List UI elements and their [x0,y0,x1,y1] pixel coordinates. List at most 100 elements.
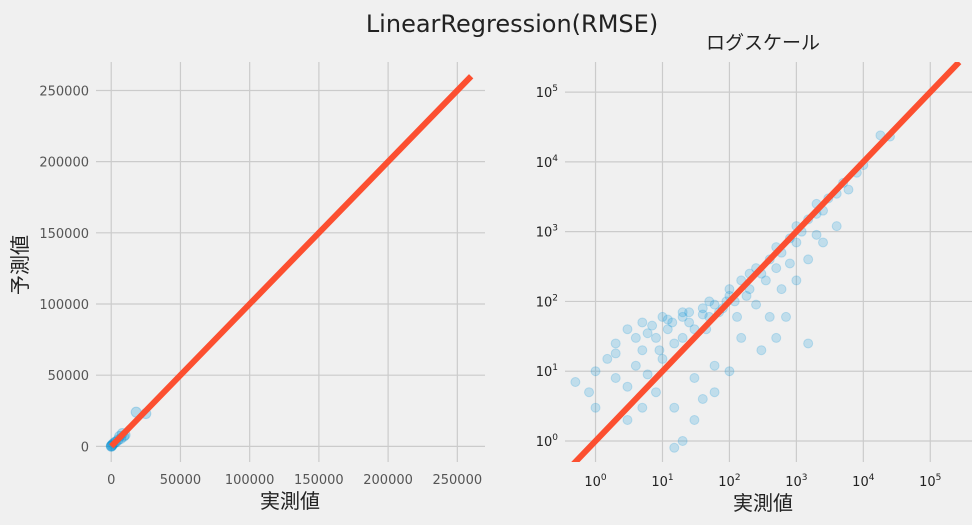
data-point [642,369,653,380]
x-tick-exponent: 1 [668,473,674,483]
data-point [610,348,621,359]
x-tick-label: 104 [852,473,875,490]
data-point [709,299,720,310]
data-point [709,387,720,398]
x-tick-label: 100000 [225,473,275,488]
data-point [669,442,680,453]
data-point [724,366,735,377]
data-point [811,229,822,240]
data-point [637,345,648,356]
x-tick-exponent: 4 [869,473,875,483]
reference-line [571,62,962,462]
data-point [602,353,613,364]
y-tick-label: 101 [536,363,558,380]
data-point [697,393,708,404]
data-point [736,332,747,343]
data-point [654,345,665,356]
log-plot-xlabel: 実測値 [733,491,793,515]
data-point [677,307,688,318]
data-point [764,311,775,322]
x-tick-label: 250000 [432,473,482,488]
x-tick-label: 50000 [160,473,201,488]
data-point [637,317,648,328]
data-point [677,311,688,322]
grid-lines [96,62,485,462]
x-tick-exponent: 5 [936,473,942,483]
data-point [732,311,743,322]
data-point [584,387,595,398]
data-point [622,381,633,392]
x-tick-label: 103 [785,473,807,490]
x-tick-label: 0 [107,473,115,488]
data-point [684,307,695,318]
data-point [781,311,792,322]
data-point [610,372,621,383]
data-point [650,387,661,398]
data-point [791,237,802,248]
data-point [704,296,715,307]
y-tick-label: 102 [536,293,558,310]
data-point [610,338,621,349]
y-tick-exponent: 4 [552,154,558,164]
data-point [756,345,767,356]
x-tick-label: 100 [584,473,607,490]
data-point [667,317,678,328]
data-point [784,258,795,269]
data-point [657,353,668,364]
data-point [684,317,695,328]
data-point [843,184,854,195]
linear-scale-plot: 実測値 予測値 0 50000 100000 150000 200000 250000 0 5… [8,62,485,513]
data-point [709,360,720,371]
data-point [630,360,641,371]
y-tick-exponent: 0 [552,433,558,443]
data-point [760,275,771,286]
data-point [771,332,782,343]
data-point [689,372,700,383]
y-tick-label: 100 [536,433,559,450]
y-tick-exponent: 3 [552,224,558,234]
x-tick-label: 150000 [294,473,344,488]
x-tick-label: 101 [651,473,673,490]
linear-plot-ylabel: 予測値 [8,235,32,295]
y-tick-label: 50000 [48,369,89,384]
data-point [622,324,633,335]
data-point [724,284,735,295]
data-point [771,263,782,274]
data-point [697,309,708,320]
data-point [642,328,653,339]
data-point [650,332,661,343]
data-point [677,435,688,446]
data-point [689,414,700,425]
x-tick-label: 105 [919,473,941,490]
data-point [590,366,601,377]
data-point [590,402,601,413]
data-point [630,332,641,343]
data-point [741,290,752,301]
data-point [669,338,680,349]
y-tick-label: 200000 [39,156,89,171]
data-point [751,299,762,310]
plot-area [105,74,474,452]
data-point [776,284,787,295]
x-tick-exponent: 0 [601,473,607,483]
x-tick-label: 102 [718,473,740,490]
linear-plot-xlabel: 実測値 [260,489,320,513]
log-plot-title: ログスケール [706,32,820,54]
y-tick-label: 104 [536,154,559,171]
data-point [647,320,658,331]
data-point [803,254,814,265]
x-tick-exponent: 2 [735,473,741,483]
log-scale-plot: ログスケール 実測値 100 101 102 103 104 10510010110210… [536,32,972,515]
data-point [803,338,814,349]
y-tick-label: 105 [536,84,558,101]
plot-area [570,62,962,462]
data-point [818,237,829,248]
data-point [662,314,673,325]
data-point [669,402,680,413]
data-point [570,377,581,388]
data-point [791,275,802,286]
data-point [637,402,648,413]
y-tick-label: 250000 [39,84,89,99]
data-point [662,324,673,335]
